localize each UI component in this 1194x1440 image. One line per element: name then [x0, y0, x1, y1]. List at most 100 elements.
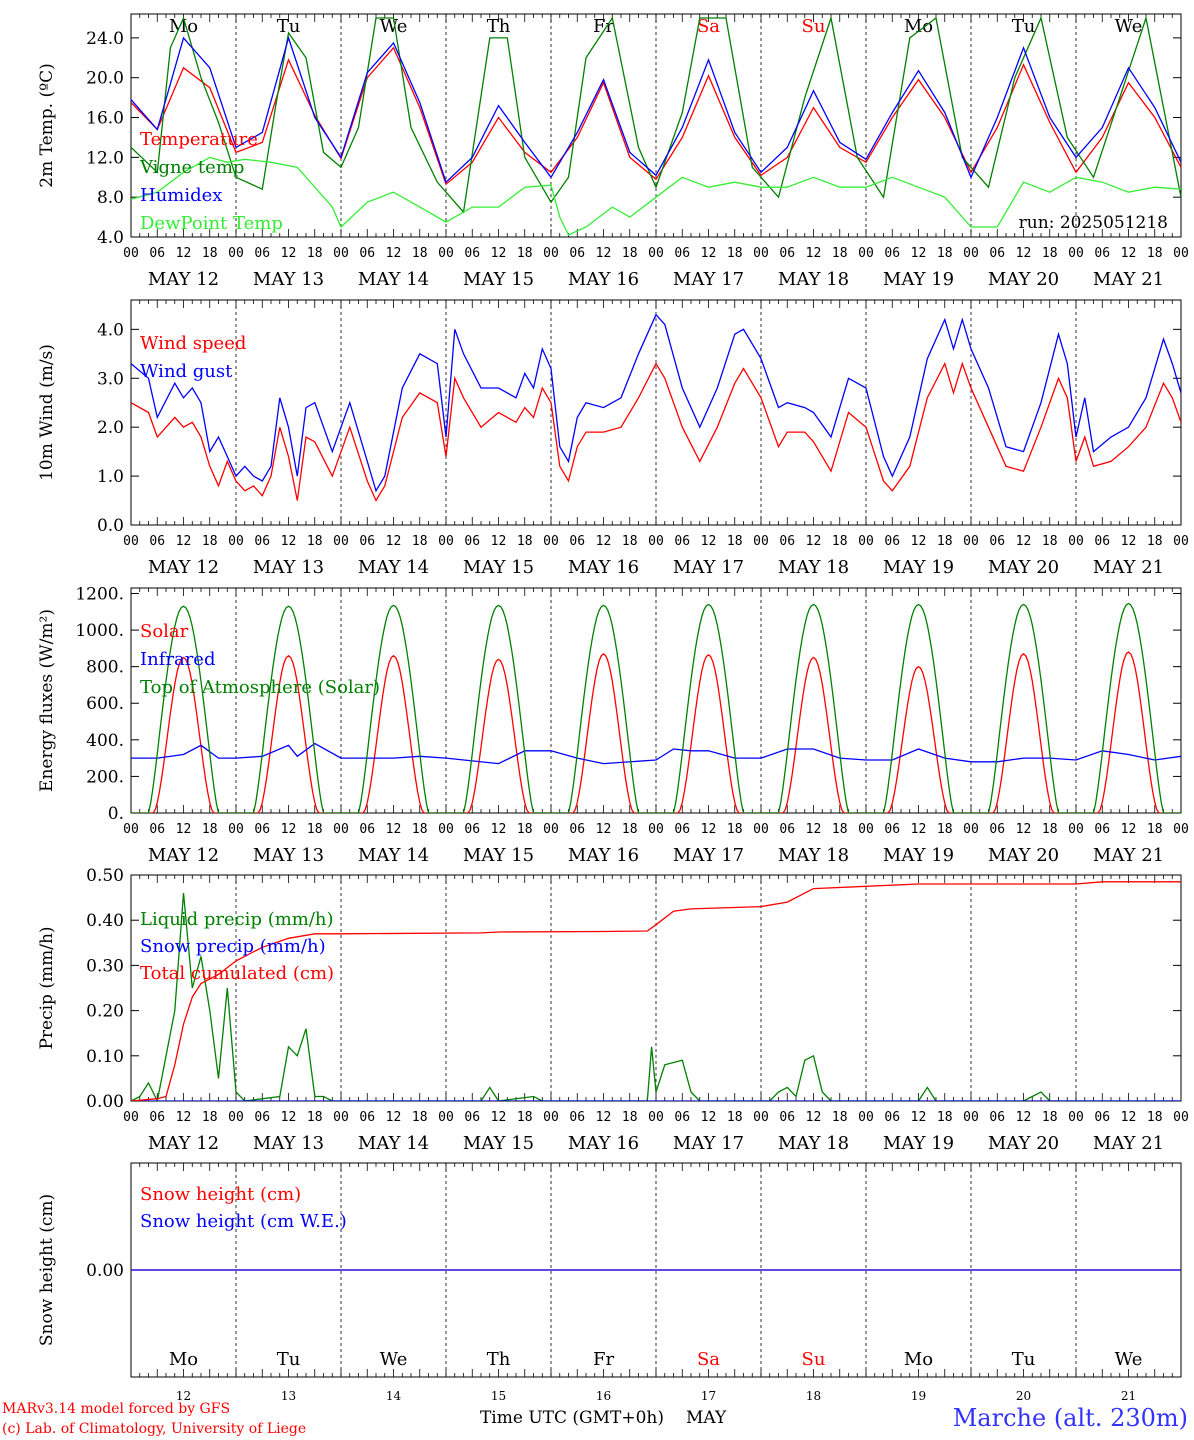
- y-axis-title: 2m Temp. (ºC): [37, 63, 57, 188]
- hour-label: 00: [858, 822, 874, 837]
- y-tick-label: 0.30: [86, 956, 124, 976]
- hour-label: 12: [701, 534, 717, 549]
- model-credit: MARv3.14 model forced by GFS: [2, 1401, 230, 1417]
- date-label: MAY 16: [568, 557, 639, 578]
- date-label: MAY 19: [883, 1133, 954, 1154]
- hour-label: 18: [622, 1110, 638, 1125]
- hour-label: 06: [779, 1110, 795, 1125]
- hour-label: 06: [569, 246, 585, 261]
- hour-label: 00: [333, 822, 349, 837]
- hour-label: 18: [1042, 822, 1058, 837]
- date-label: MAY 13: [253, 557, 324, 578]
- hour-label: 06: [464, 1110, 480, 1125]
- series-line-2: [131, 742, 1181, 765]
- y-tick-label: 0.: [108, 804, 124, 824]
- y-tick-label: 1.0: [97, 467, 124, 487]
- y-tick-label: 4.0: [97, 320, 124, 340]
- weekday-label: Th: [487, 16, 511, 37]
- hour-label: 12: [1016, 246, 1032, 261]
- hour-label: 18: [517, 822, 533, 837]
- hour-label: 12: [491, 822, 507, 837]
- date-label: MAY 15: [463, 557, 534, 578]
- y-tick-label: 4.0: [97, 228, 124, 248]
- hour-label: 06: [254, 822, 270, 837]
- date-label: MAY 13: [253, 845, 324, 866]
- hour-label: 00: [753, 1110, 769, 1125]
- hour-label: 00: [123, 822, 139, 837]
- date-label: MAY 20: [988, 845, 1059, 866]
- chart-panel-5: 0.00 Snow height (cm) Mo Tu We Th Fr Sa Su Mo Tu We…: [37, 1162, 1182, 1403]
- day-number: 14: [386, 1389, 402, 1403]
- hour-label: 06: [989, 1110, 1005, 1125]
- hour-label: 12: [176, 534, 192, 549]
- hour-label: 18: [622, 822, 638, 837]
- hour-label: 18: [517, 1110, 533, 1125]
- date-label: MAY 16: [568, 1133, 639, 1154]
- hour-label: 06: [674, 534, 690, 549]
- hour-label: 18: [412, 1110, 428, 1125]
- y-axis-title: Precip (mm/h): [37, 926, 57, 1049]
- date-label: MAY 21: [1093, 557, 1164, 578]
- hour-label: 18: [517, 534, 533, 549]
- y-tick-label: 20.0: [86, 69, 124, 89]
- hour-label: 00: [543, 822, 559, 837]
- hour-label: 12: [281, 822, 297, 837]
- hour-label: 00: [1068, 822, 1084, 837]
- hour-label: 06: [149, 1110, 165, 1125]
- date-label: MAY 13: [253, 1133, 324, 1154]
- hour-label: 12: [1016, 534, 1032, 549]
- day-number: 18: [806, 1389, 821, 1403]
- hour-label: 12: [386, 246, 402, 261]
- weekday-label: Sa: [697, 1349, 720, 1370]
- hour-label: 12: [596, 534, 612, 549]
- hour-label: 00: [333, 534, 349, 549]
- hour-label: 00: [1173, 1110, 1189, 1125]
- day-number: 15: [491, 1389, 506, 1403]
- date-label: MAY 15: [463, 845, 534, 866]
- y-axis-title: Snow height (cm): [37, 1194, 57, 1346]
- hour-label: 06: [1094, 822, 1110, 837]
- hour-label: 18: [202, 534, 218, 549]
- date-label: MAY 16: [568, 845, 639, 866]
- hour-label: 00: [228, 246, 244, 261]
- legend-entry: Wind speed: [140, 333, 246, 354]
- hour-label: 00: [858, 1110, 874, 1125]
- y-axis-title: 10m Wind (m/s): [37, 344, 57, 481]
- legend-entry: Vigne temp: [139, 157, 244, 178]
- series-line-1: [131, 46, 1181, 186]
- hour-label: 12: [1016, 1110, 1032, 1125]
- date-label: MAY 14: [358, 269, 429, 290]
- legend-entry: Snow height (cm W.E.): [140, 1211, 347, 1232]
- hour-label: 00: [543, 1110, 559, 1125]
- hour-label: 06: [569, 534, 585, 549]
- hour-label: 00: [543, 246, 559, 261]
- y-tick-label: 2.0: [97, 418, 124, 438]
- hour-label: 06: [254, 1110, 270, 1125]
- hour-label: 12: [1121, 822, 1137, 837]
- series-line-1: [131, 361, 1181, 502]
- hour-label: 00: [858, 534, 874, 549]
- date-label: MAY 17: [673, 1133, 744, 1154]
- series-line-1: [131, 651, 1181, 813]
- hour-label: 18: [412, 822, 428, 837]
- hour-label: 18: [1147, 246, 1163, 261]
- hour-label: 18: [202, 822, 218, 837]
- hour-label: 18: [622, 246, 638, 261]
- hour-label: 00: [1173, 822, 1189, 837]
- hour-label: 12: [176, 822, 192, 837]
- hour-label: 18: [937, 822, 953, 837]
- weekday-label: Mo: [169, 16, 198, 37]
- hour-label: 06: [359, 1110, 375, 1125]
- location-label: Marche (alt. 230m): [953, 1404, 1188, 1432]
- legend-entry: Liquid precip (mm/h): [140, 909, 334, 930]
- hour-label: 00: [963, 822, 979, 837]
- hour-label: 12: [491, 534, 507, 549]
- hour-label: 18: [1147, 534, 1163, 549]
- date-label: MAY 16: [568, 269, 639, 290]
- hour-label: 00: [963, 1110, 979, 1125]
- legend-entry: Top of Atmosphere (Solar): [140, 677, 380, 698]
- hour-label: 00: [228, 1110, 244, 1125]
- hour-label: 18: [202, 1110, 218, 1125]
- hour-label: 00: [753, 534, 769, 549]
